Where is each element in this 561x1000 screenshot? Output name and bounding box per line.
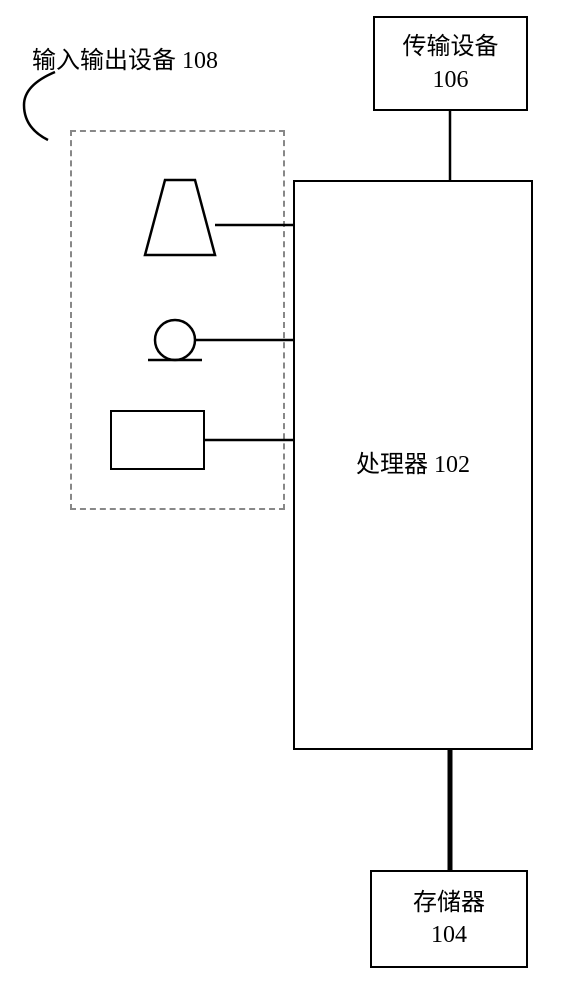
- conn-box-proc: [0, 0, 561, 1000]
- diagram-canvas: 输入输出设备 108 传输设备 106 处理器 102 存储器 104: [0, 0, 561, 1000]
